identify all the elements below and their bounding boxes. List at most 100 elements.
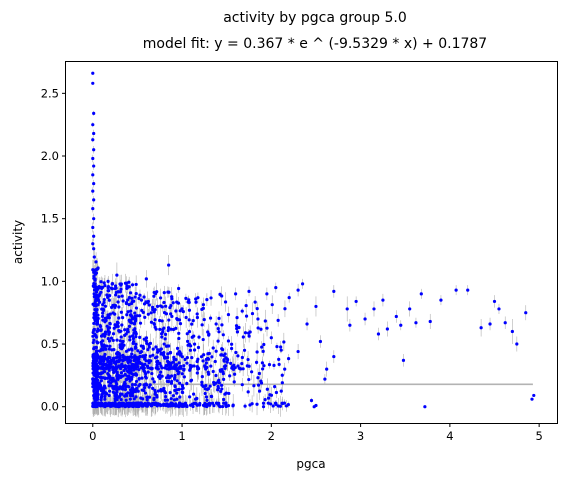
- data-point: [125, 313, 129, 317]
- data-point: [121, 316, 125, 320]
- data-point: [167, 318, 171, 322]
- data-point: [354, 299, 358, 304]
- data-point: [515, 342, 519, 346]
- data-point: [399, 323, 403, 327]
- data-point: [210, 355, 214, 359]
- data-point: [116, 300, 120, 304]
- data-point: [274, 401, 278, 405]
- data-point: [98, 375, 102, 379]
- data-point: [216, 386, 221, 390]
- data-point: [145, 364, 150, 368]
- data-point: [159, 370, 163, 374]
- data-point: [138, 314, 142, 318]
- data-point: [119, 371, 124, 375]
- data-point: [190, 364, 194, 368]
- data-point: [102, 345, 107, 349]
- data-point: [279, 348, 283, 352]
- data-point: [106, 313, 110, 317]
- data-point: [309, 398, 314, 403]
- data-point: [247, 364, 251, 368]
- data-point: [132, 397, 136, 401]
- data-point: [91, 156, 95, 161]
- data-point: [107, 373, 111, 377]
- data-point: [143, 391, 148, 395]
- data-point: [166, 355, 170, 360]
- data-point: [155, 360, 159, 364]
- data-point: [318, 339, 323, 344]
- data-point: [296, 349, 300, 354]
- data-point: [94, 367, 98, 371]
- data-point: [216, 327, 220, 331]
- data-point: [130, 352, 134, 356]
- data-point: [152, 380, 156, 384]
- data-point: [175, 346, 180, 350]
- data-point: [280, 373, 284, 377]
- data-point: [190, 335, 194, 339]
- data-point: [160, 319, 164, 323]
- data-point: [180, 383, 184, 387]
- data-point: [260, 361, 264, 365]
- data-point: [137, 377, 141, 381]
- data-point: [267, 363, 272, 367]
- data-point: [175, 391, 179, 395]
- data-point: [146, 370, 150, 374]
- data-point: [222, 359, 226, 363]
- data-point: [92, 282, 96, 286]
- data-point: [138, 401, 142, 405]
- data-point: [241, 367, 245, 371]
- data-point: [133, 383, 137, 387]
- data-point: [152, 290, 156, 295]
- data-point: [385, 327, 389, 331]
- data-point: [492, 299, 497, 304]
- data-point: [176, 352, 180, 356]
- data-point: [217, 316, 221, 320]
- data-point: [96, 316, 100, 321]
- data-point: [125, 369, 130, 373]
- data-point: [279, 345, 283, 349]
- data-point: [260, 345, 264, 349]
- data-point: [137, 355, 142, 359]
- data-point: [164, 304, 168, 308]
- data-point: [102, 384, 107, 388]
- data-point: [133, 314, 137, 318]
- data-point: [114, 385, 119, 390]
- data-point: [428, 319, 432, 324]
- data-point: [177, 286, 181, 291]
- data-point: [187, 329, 192, 334]
- data-point: [142, 369, 146, 373]
- data-point: [130, 363, 134, 368]
- data-point: [117, 316, 121, 320]
- data-point: [234, 350, 238, 355]
- data-point: [223, 300, 228, 304]
- data-point: [115, 352, 119, 356]
- data-point: [195, 315, 200, 320]
- data-point: [94, 271, 99, 275]
- data-point: [92, 321, 96, 326]
- data-point: [197, 335, 201, 339]
- data-point: [376, 332, 381, 336]
- data-point: [153, 356, 158, 360]
- data-point: [92, 217, 96, 221]
- data-point: [92, 255, 96, 259]
- data-point: [220, 404, 225, 409]
- x-tick-label: 3: [357, 429, 364, 443]
- data-point: [200, 383, 204, 387]
- data-point: [209, 364, 213, 368]
- data-point: [153, 325, 157, 329]
- data-point: [95, 286, 99, 291]
- data-point: [134, 334, 138, 339]
- data-point: [133, 319, 137, 323]
- data-point: [94, 268, 98, 272]
- data-point: [193, 397, 198, 401]
- data-point: [205, 297, 209, 302]
- data-point: [192, 364, 196, 368]
- data-point: [423, 405, 427, 409]
- data-point: [240, 309, 244, 313]
- data-point: [257, 371, 261, 376]
- data-point: [109, 336, 114, 340]
- data-point: [223, 366, 227, 370]
- data-point: [105, 324, 109, 328]
- data-point: [129, 314, 134, 318]
- data-point: [188, 348, 193, 352]
- data-point: [256, 383, 261, 387]
